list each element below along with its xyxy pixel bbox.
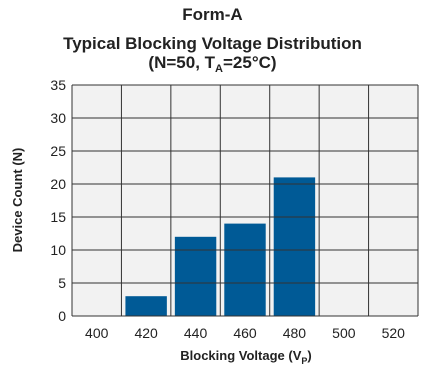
bar-460 (224, 223, 266, 316)
x-tick-label: 440 (184, 325, 208, 341)
x-tick-label: 460 (233, 325, 257, 341)
y-tick-label: 20 (50, 176, 66, 192)
x-tick-label: 400 (85, 325, 109, 341)
x-tick-label: 520 (382, 325, 406, 341)
y-tick-label: 15 (50, 209, 66, 225)
grid-lines (71, 84, 419, 317)
x-tick-label: 480 (283, 325, 307, 341)
chart-subtitle-line2: (N=50, TA=25°C) (148, 53, 277, 75)
y-tick-label: 0 (58, 308, 66, 324)
y-tick-labels: 0 5 10 15 20 25 30 35 (50, 77, 66, 324)
x-axis-label: Blocking Voltage (VP) (180, 348, 311, 366)
x-tick-label: 500 (332, 325, 356, 341)
y-axis-label: Device Count (N) (10, 148, 25, 253)
y-tick-label: 5 (58, 275, 66, 291)
y-tick-label: 35 (50, 77, 66, 93)
bar-480 (273, 177, 316, 316)
x-tick-label: 420 (134, 325, 158, 341)
y-tick-label: 10 (50, 242, 66, 258)
bar-440 (174, 236, 217, 316)
y-tick-label: 25 (50, 143, 66, 159)
y-tick-label: 30 (50, 110, 66, 126)
x-tick-labels: 400 420 440 460 480 500 520 (85, 325, 405, 341)
bar-420 (125, 296, 167, 316)
chart-subtitle-line1: Typical Blocking Voltage Distribution (63, 34, 362, 53)
chart-title: Form-A (182, 5, 243, 24)
